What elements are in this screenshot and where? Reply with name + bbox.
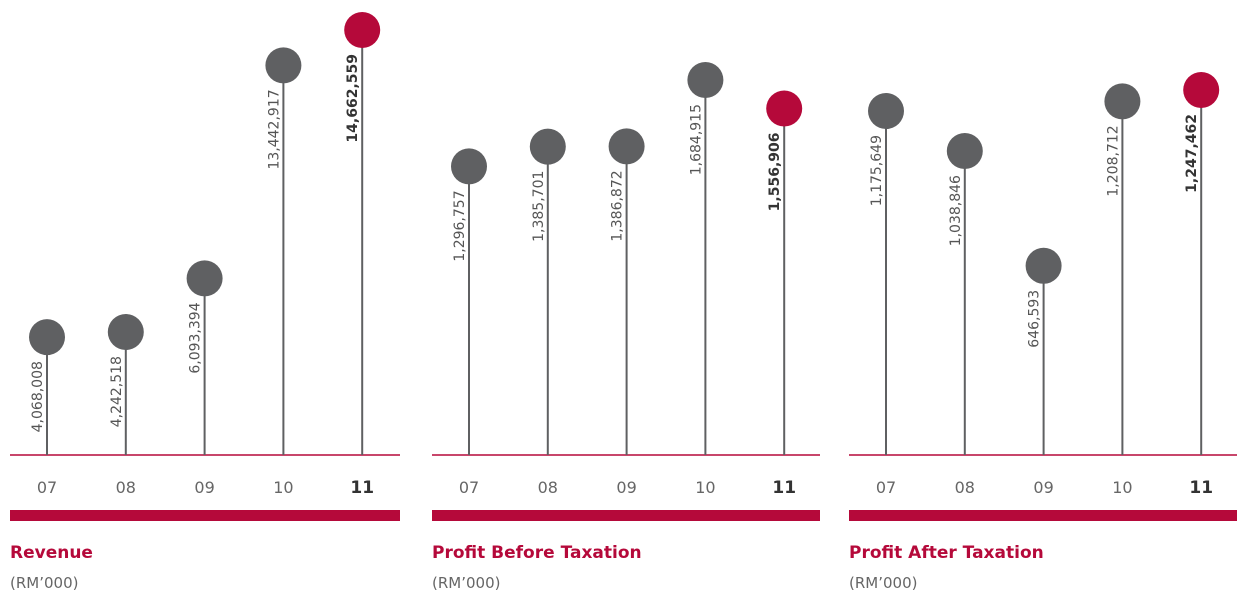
panel-title: Revenue — [10, 543, 93, 563]
dot — [687, 62, 724, 98]
panel-title: Profit After Taxation — [849, 543, 1044, 563]
category-label: 11 — [772, 478, 796, 498]
value-label: 646,593 — [1027, 290, 1043, 348]
value-label: 4,068,008 — [30, 361, 46, 432]
dot — [868, 93, 904, 130]
category-label: 08 — [955, 478, 975, 497]
category-label: 10 — [695, 478, 715, 497]
dot — [29, 319, 65, 356]
category-label: 10 — [273, 478, 293, 497]
panel: 4,068,008 07 4,242,518 08 6,093,394 09 13,442,… — [10, 12, 400, 592]
dot — [107, 314, 144, 351]
category-label: 08 — [538, 478, 558, 497]
value-label: 4,242,518 — [109, 356, 125, 427]
value-label: 1,386,872 — [610, 170, 626, 241]
dot — [265, 47, 302, 84]
category-label: 11 — [1189, 478, 1213, 498]
value-label: 1,296,757 — [452, 190, 468, 261]
category-label: 07 — [37, 478, 57, 497]
panel: 1,296,757 07 1,385,701 08 1,386,872 09 1,684,9… — [432, 62, 820, 592]
value-label: 1,175,649 — [869, 135, 885, 206]
value-label: 1,038,846 — [948, 175, 964, 246]
value-label: 1,385,701 — [531, 171, 547, 242]
category-label: 07 — [876, 478, 896, 497]
category-label: 11 — [350, 478, 374, 498]
panel-subtitle: (RM’000) — [432, 574, 500, 592]
bar-band — [849, 510, 1237, 521]
dot — [1183, 72, 1220, 108]
category-label: 09 — [1033, 478, 1053, 497]
value-label: 1,684,915 — [688, 104, 704, 175]
value-label: 1,247,462 — [1184, 114, 1200, 193]
dot — [608, 128, 645, 165]
panel-subtitle: (RM’000) — [10, 574, 78, 592]
dot — [1104, 83, 1141, 120]
value-label: 1,556,906 — [767, 132, 783, 211]
dot — [344, 12, 381, 48]
panel: 1,175,649 07 1,038,846 08 646,593 09 1,208,712… — [849, 72, 1237, 592]
value-label: 6,093,394 — [188, 302, 204, 373]
value-label: 14,662,559 — [345, 54, 361, 143]
category-label: 09 — [616, 478, 636, 497]
dot — [766, 90, 803, 127]
dot — [946, 133, 983, 170]
category-label: 10 — [1112, 478, 1132, 497]
bar-band — [10, 510, 400, 521]
category-label: 09 — [194, 478, 214, 497]
value-label: 13,442,917 — [266, 89, 282, 169]
panel-subtitle: (RM’000) — [849, 574, 917, 592]
dot — [1025, 247, 1062, 284]
bar-band — [432, 510, 820, 521]
value-label: 1,208,712 — [1105, 125, 1121, 196]
panel-title: Profit Before Taxation — [432, 543, 642, 563]
dot — [529, 128, 566, 165]
dot — [186, 260, 223, 297]
dot — [451, 148, 487, 185]
category-label: 07 — [459, 478, 479, 497]
category-label: 08 — [116, 478, 136, 497]
